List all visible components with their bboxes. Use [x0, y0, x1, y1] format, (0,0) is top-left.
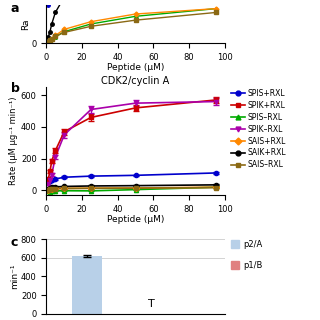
- Text: a: a: [11, 2, 19, 15]
- Y-axis label: Rate (μM μg⁻¹ min⁻¹): Rate (μM μg⁻¹ min⁻¹): [9, 97, 18, 186]
- Legend: p2/A, p1/B: p2/A, p1/B: [231, 240, 263, 270]
- Title: CDK2/cyclin A: CDK2/cyclin A: [101, 76, 170, 86]
- Text: T: T: [148, 299, 155, 309]
- Y-axis label: Ra: Ra: [21, 18, 30, 30]
- Y-axis label: min⁻¹: min⁻¹: [11, 264, 20, 289]
- X-axis label: Peptide (μM): Peptide (μM): [107, 63, 164, 72]
- X-axis label: Peptide (μM): Peptide (μM): [107, 215, 164, 224]
- Bar: [72, 256, 101, 314]
- Legend: SPIS+RXL, SPIK+RXL, SPIS–RXL, SPIK–RXL, SAIS+RXL, SAIK+RXL, SAIS–RXL: SPIS+RXL, SPIK+RXL, SPIS–RXL, SPIK–RXL, …: [231, 89, 286, 169]
- Text: c: c: [11, 236, 18, 249]
- Text: b: b: [11, 82, 20, 95]
